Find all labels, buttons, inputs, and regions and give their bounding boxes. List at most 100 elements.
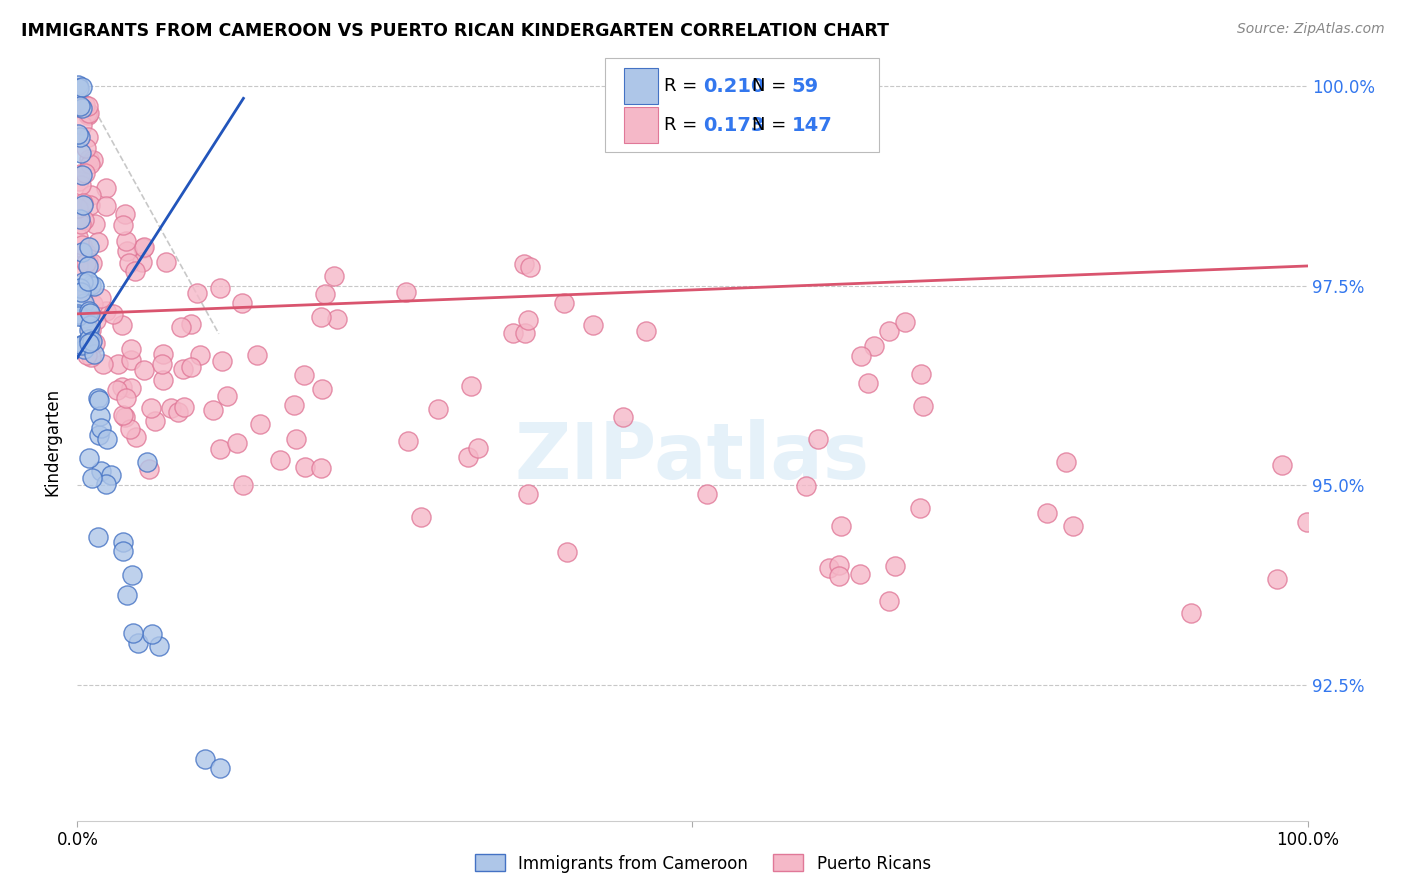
Point bbox=[138, 461, 160, 475]
Point bbox=[67, 310, 90, 324]
Point bbox=[83, 217, 105, 231]
Point bbox=[94, 180, 117, 194]
Point bbox=[72, 337, 94, 351]
Point bbox=[411, 510, 433, 524]
Point bbox=[120, 422, 142, 436]
Point bbox=[612, 410, 634, 425]
Point bbox=[75, 256, 97, 270]
Point bbox=[77, 130, 100, 145]
Point bbox=[502, 326, 524, 340]
Point bbox=[73, 213, 96, 227]
Text: 147: 147 bbox=[792, 116, 832, 135]
Point bbox=[77, 240, 100, 254]
Point bbox=[877, 324, 900, 338]
Point bbox=[77, 259, 100, 273]
Point bbox=[80, 323, 103, 337]
Point bbox=[232, 478, 254, 492]
Point bbox=[69, 178, 91, 192]
Point bbox=[215, 388, 238, 402]
Point bbox=[75, 166, 97, 180]
Point bbox=[96, 432, 118, 446]
Point bbox=[209, 762, 232, 776]
Point bbox=[111, 218, 134, 232]
Point bbox=[101, 308, 124, 322]
Point bbox=[82, 153, 104, 168]
Text: IMMIGRANTS FROM CAMEROON VS PUERTO RICAN KINDERGARTEN CORRELATION CHART: IMMIGRANTS FROM CAMEROON VS PUERTO RICAN… bbox=[21, 22, 889, 40]
Point bbox=[155, 255, 177, 269]
Point bbox=[80, 277, 103, 292]
Point bbox=[66, 127, 89, 141]
Point bbox=[830, 519, 852, 533]
Point bbox=[66, 94, 89, 108]
Point bbox=[72, 198, 94, 212]
Point bbox=[70, 168, 93, 182]
Point bbox=[139, 401, 162, 416]
Point bbox=[582, 318, 605, 332]
Point bbox=[121, 568, 143, 582]
Point bbox=[83, 347, 105, 361]
Point bbox=[395, 285, 418, 299]
Point bbox=[87, 530, 110, 544]
Point bbox=[269, 452, 291, 467]
Point bbox=[856, 376, 879, 390]
Point bbox=[131, 255, 153, 269]
Point bbox=[66, 229, 89, 244]
Point bbox=[77, 254, 100, 268]
Point bbox=[194, 752, 217, 766]
Point bbox=[457, 450, 479, 464]
Point bbox=[89, 409, 111, 423]
Point bbox=[76, 105, 98, 120]
Point bbox=[519, 260, 541, 275]
Point bbox=[66, 307, 89, 321]
Point bbox=[67, 174, 90, 188]
Point bbox=[77, 98, 100, 112]
Point bbox=[105, 383, 128, 397]
Point bbox=[77, 335, 100, 350]
Point bbox=[120, 342, 142, 356]
Point bbox=[73, 342, 96, 356]
Point bbox=[515, 326, 537, 340]
Point bbox=[311, 382, 333, 396]
Point bbox=[249, 417, 271, 431]
Point bbox=[70, 118, 93, 132]
Point bbox=[79, 157, 101, 171]
Point bbox=[326, 311, 349, 326]
Point bbox=[152, 373, 174, 387]
Point bbox=[100, 468, 122, 483]
Point bbox=[82, 334, 104, 348]
Point bbox=[87, 427, 110, 442]
Point bbox=[180, 317, 202, 331]
Point bbox=[69, 99, 91, 113]
Point bbox=[893, 315, 915, 329]
Text: Source: ZipAtlas.com: Source: ZipAtlas.com bbox=[1237, 22, 1385, 37]
Point bbox=[1062, 518, 1084, 533]
Point bbox=[849, 566, 872, 581]
Point bbox=[124, 264, 146, 278]
Point bbox=[67, 81, 90, 95]
Point bbox=[1054, 454, 1077, 468]
Point bbox=[818, 561, 841, 575]
Point bbox=[87, 235, 110, 249]
Point bbox=[77, 106, 100, 120]
Point bbox=[294, 460, 316, 475]
Point bbox=[77, 451, 100, 466]
Point bbox=[84, 313, 107, 327]
Point bbox=[115, 588, 138, 602]
Point bbox=[283, 398, 305, 412]
Point bbox=[70, 245, 93, 260]
Point bbox=[186, 286, 208, 301]
Point bbox=[66, 78, 89, 92]
Point bbox=[127, 636, 149, 650]
Point bbox=[114, 234, 136, 248]
Point bbox=[86, 391, 108, 405]
Point bbox=[94, 199, 117, 213]
Point bbox=[225, 436, 247, 450]
Point bbox=[696, 487, 718, 501]
Point bbox=[211, 353, 233, 368]
Point bbox=[314, 286, 336, 301]
Point bbox=[82, 297, 104, 311]
Point bbox=[69, 167, 91, 181]
Point bbox=[863, 339, 886, 353]
Point bbox=[80, 187, 103, 202]
Point bbox=[118, 256, 141, 270]
